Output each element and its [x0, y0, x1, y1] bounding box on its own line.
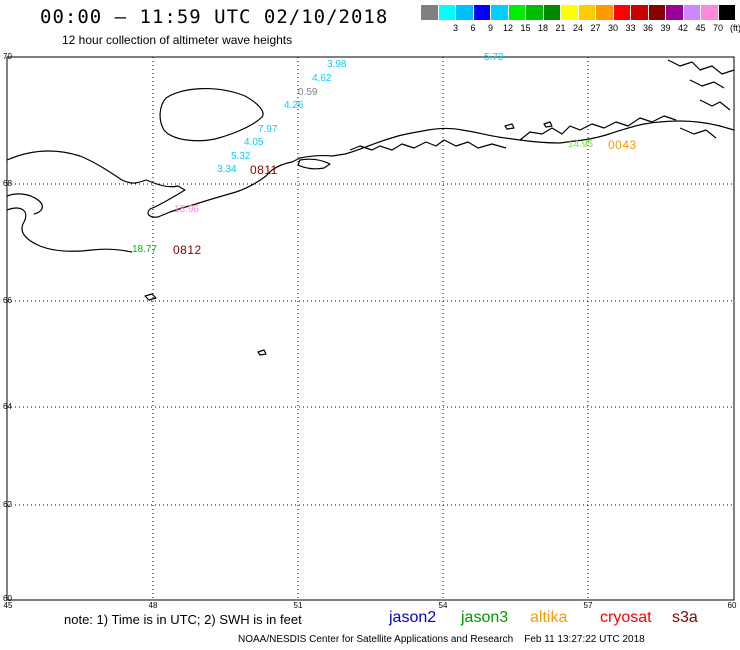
coast-inlets — [349, 139, 507, 151]
small-island — [257, 349, 267, 356]
lon-tick: 51 — [293, 601, 303, 610]
novaya-zemlya-fragments — [667, 59, 735, 75]
legend-label: 27 — [590, 23, 601, 33]
satellite-cryosat: cryosat — [600, 609, 652, 626]
lon-tick: 57 — [583, 601, 593, 610]
legend-swatch — [421, 5, 439, 20]
satellite-jason2: jason2 — [389, 609, 437, 626]
small-island — [144, 293, 157, 301]
lat-tick: 66 — [3, 296, 12, 305]
legend-swatch — [666, 5, 684, 20]
legend-label: 30 — [607, 23, 618, 33]
credit-text: NOAA/NESDIS Center for Satellite Applica… — [238, 634, 514, 645]
wave-height-label: 18.77 — [132, 244, 158, 255]
wave-height-label: 4.05 — [244, 137, 264, 148]
coastline — [6, 59, 735, 356]
lat-tick: 70 — [3, 52, 12, 61]
lon-tick: 60 — [727, 601, 737, 610]
legend-label: 9 — [487, 23, 493, 33]
lon-tick: 45 — [3, 601, 13, 610]
pass-time-label: 0811 — [250, 163, 278, 177]
legend-label: 42 — [677, 23, 688, 33]
kanin-coast — [6, 193, 43, 215]
map-frame — [6, 56, 735, 601]
legend-label: 21 — [555, 23, 566, 33]
wave-height-label: 3.98 — [327, 59, 347, 70]
satellite-altika: altika — [530, 609, 568, 626]
vaygach-coast — [519, 115, 677, 141]
legend-label: 39 — [660, 23, 671, 33]
legend-label: (ft) — [730, 23, 740, 33]
wave-height-label: 18.96 — [174, 204, 200, 215]
legend-label: 33 — [625, 23, 636, 33]
legend-label: 24 — [572, 23, 583, 33]
legend-label: 70 — [712, 23, 723, 33]
generated-timestamp: Feb 11 13:27:22 UTC 2018 — [524, 634, 645, 645]
legend-label: 3 — [452, 23, 458, 33]
legend-swatch — [613, 5, 631, 20]
satellite-s3a: s3a — [672, 609, 698, 626]
lon-tick: 48 — [148, 601, 158, 610]
legend-swatch — [718, 5, 736, 20]
wave-height-label: 7.97 — [258, 124, 278, 135]
legend-swatch — [561, 5, 579, 20]
wave-height-label: 3.34 — [217, 164, 237, 175]
legend-swatch — [648, 5, 666, 20]
legend-swatch — [508, 5, 526, 20]
legend-swatch — [438, 5, 456, 20]
wave-height-label: 5.73 — [484, 52, 504, 63]
satellite-jason3: jason3 — [461, 609, 509, 626]
lat-tick: 64 — [3, 402, 12, 411]
kolguyev-island — [159, 88, 264, 142]
legend-swatch — [526, 5, 544, 20]
lon-tick: 54 — [438, 601, 448, 610]
pass-time-label: 0812 — [173, 243, 202, 257]
legend-swatch — [631, 5, 649, 20]
legend-swatch — [701, 5, 719, 20]
lat-tick: 60 — [3, 594, 12, 603]
footnote: note: 1) Time is in UTC; 2) SWH is in fe… — [64, 612, 302, 627]
legend-swatch — [543, 5, 561, 20]
legend-swatch — [578, 5, 596, 20]
legend-label: 15 — [520, 23, 531, 33]
legend-label: 12 — [502, 23, 513, 33]
wave-height-label: 0.59 — [298, 87, 318, 98]
legend-label: 18 — [537, 23, 548, 33]
small-island — [543, 121, 553, 128]
legend-swatch — [473, 5, 491, 20]
legend-label: 6 — [470, 23, 476, 33]
legend-swatch — [491, 5, 509, 20]
credit-line: NOAA/NESDIS Center for Satellite Applica… — [238, 634, 645, 645]
graticule — [7, 57, 734, 600]
legend-swatch — [683, 5, 701, 20]
legend-swatch — [596, 5, 614, 20]
wave-height-label: 4.26 — [284, 100, 304, 111]
wave-height-label: 4.62 — [312, 73, 332, 84]
wave-height-label: 5.32 — [231, 151, 251, 162]
mainland-coast-west — [6, 207, 133, 253]
small-island — [504, 123, 515, 130]
pechora-bay — [297, 158, 331, 170]
wave-height-label: 14.95 — [568, 139, 594, 150]
legend-label: 45 — [695, 23, 706, 33]
map-subtitle: 12 hour collection of altimeter wave hei… — [62, 33, 293, 47]
legend-label: 36 — [642, 23, 653, 33]
pass-time-label: 0043 — [608, 138, 637, 152]
lat-tick: 68 — [3, 179, 12, 188]
lat-tick: 62 — [3, 500, 12, 509]
legend-swatch — [456, 5, 474, 20]
map-title: 00:00 – 11:59 UTC 02/10/2018 — [40, 6, 389, 28]
mainland-coast — [6, 120, 735, 218]
